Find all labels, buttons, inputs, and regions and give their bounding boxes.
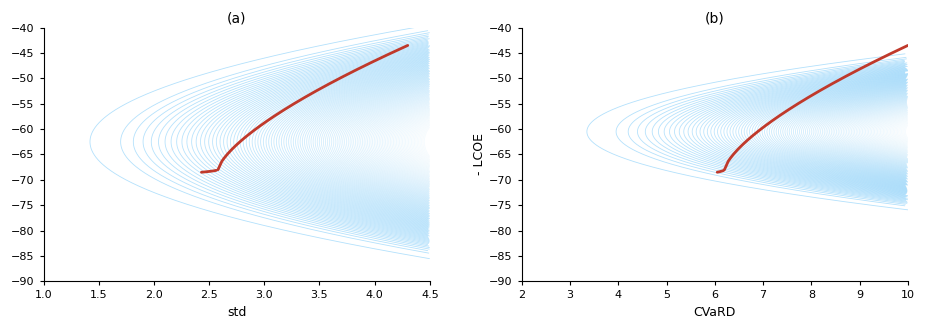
X-axis label: CVaRD: CVaRD (694, 306, 736, 319)
Title: (b): (b) (705, 11, 725, 25)
Title: (a): (a) (227, 11, 246, 25)
X-axis label: std: std (227, 306, 246, 319)
Y-axis label: - LCOE: - LCOE (473, 134, 486, 176)
